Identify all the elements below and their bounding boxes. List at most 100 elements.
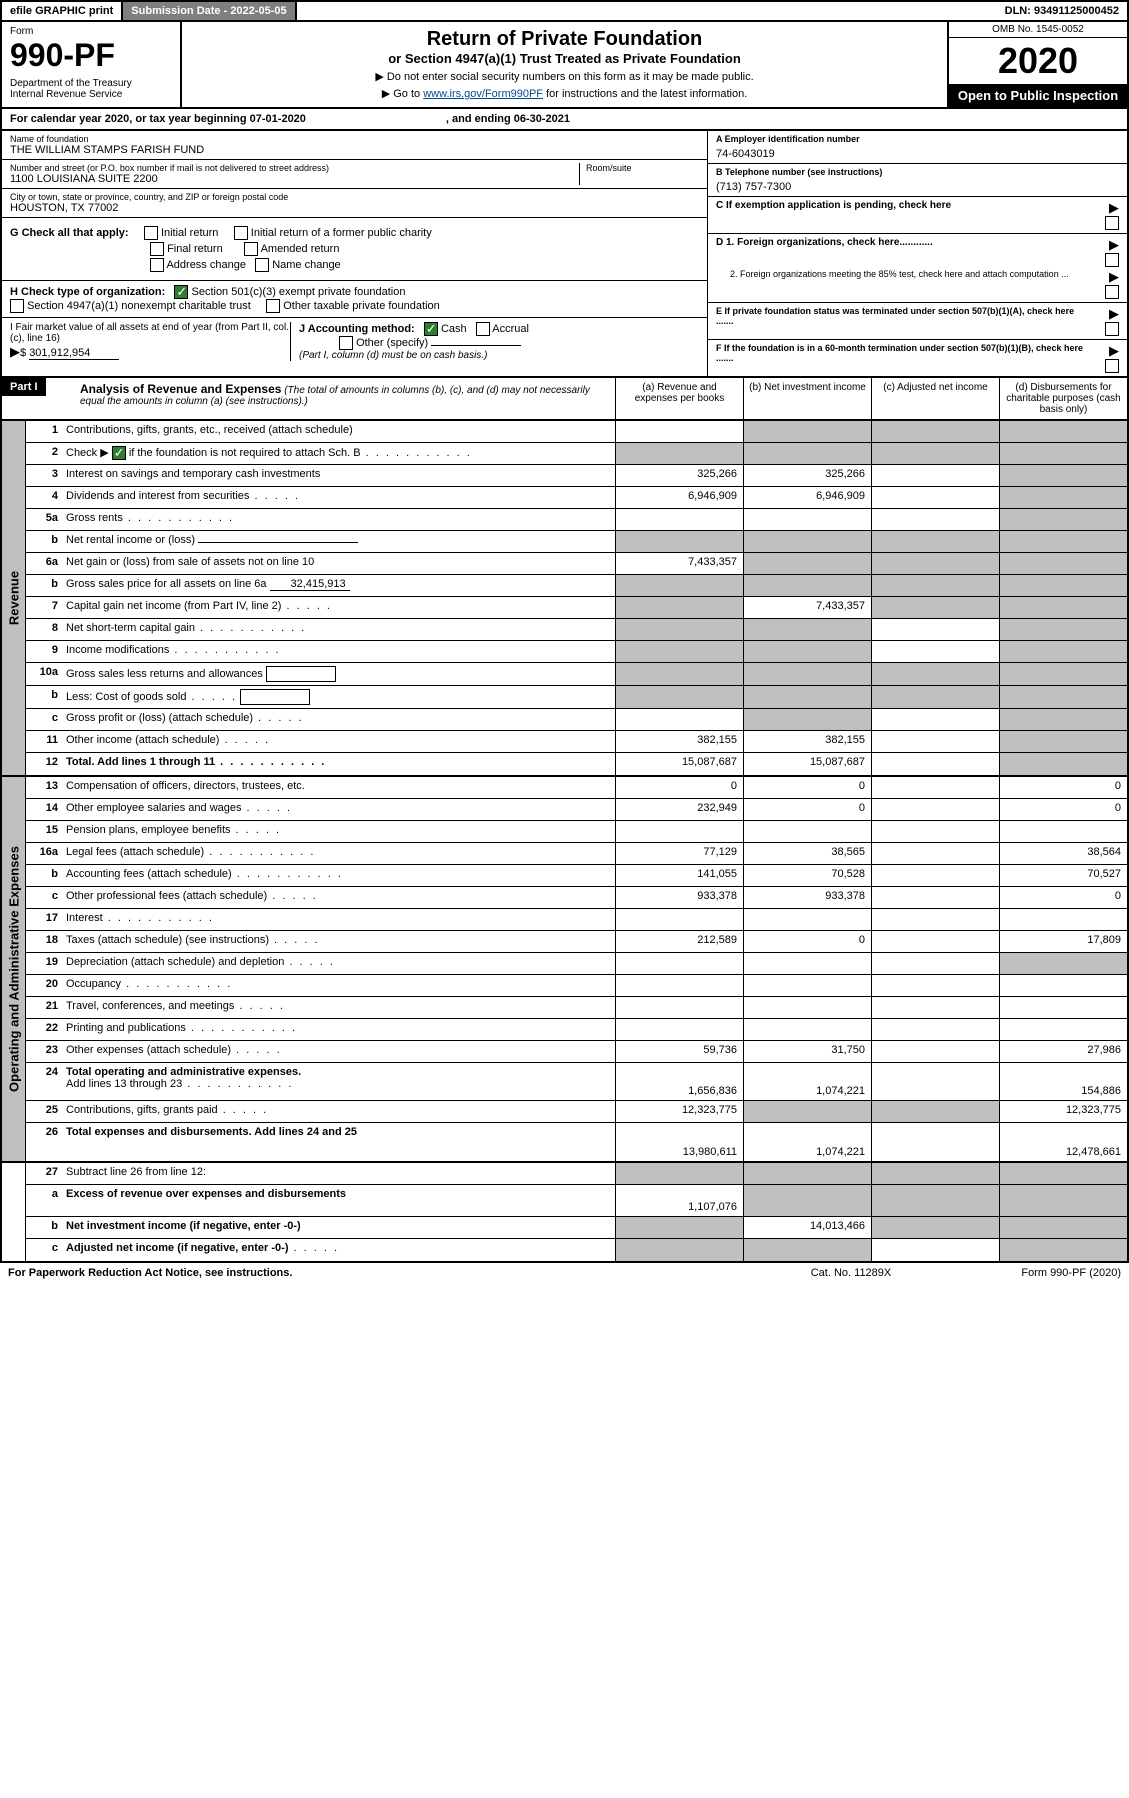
row-12: 12Total. Add lines 1 through 1115,087,68…	[26, 753, 1127, 775]
row-18: 18Taxes (attach schedule) (see instructi…	[26, 931, 1127, 953]
revenue-side-label: Revenue	[2, 421, 26, 775]
row-14: 14Other employee salaries and wages232,9…	[26, 799, 1127, 821]
initial-former-checkbox[interactable]	[234, 226, 248, 240]
instructions-link[interactable]: www.irs.gov/Form990PF	[423, 88, 543, 100]
row-24: 24Total operating and administrative exp…	[26, 1063, 1127, 1101]
row-2: 2Check ▶ if the foundation is not requir…	[26, 443, 1127, 465]
row-13: 13Compensation of officers, directors, t…	[26, 777, 1127, 799]
note-2: ▶ Go to www.irs.gov/Form990PF for instru…	[188, 87, 941, 100]
section-h: H Check type of organization: Section 50…	[2, 281, 707, 318]
status-terminated-checkbox[interactable]	[1105, 322, 1119, 336]
foreign-org-checkbox[interactable]	[1105, 253, 1119, 267]
header-left: Form 990-PF Department of the Treasury I…	[2, 22, 182, 107]
row-27: 27Subtract line 26 from line 12:	[26, 1163, 1127, 1185]
cash-checkbox[interactable]	[424, 322, 438, 336]
page-footer: For Paperwork Reduction Act Notice, see …	[0, 1263, 1129, 1283]
section-e: E If private foundation status was termi…	[708, 303, 1127, 340]
row-9: 9Income modifications	[26, 641, 1127, 663]
foreign-85-checkbox[interactable]	[1105, 285, 1119, 299]
row-16b: bAccounting fees (attach schedule)141,05…	[26, 865, 1127, 887]
row-7: 7Capital gain net income (from Part IV, …	[26, 597, 1127, 619]
other-method-checkbox[interactable]	[339, 336, 353, 350]
row-20: 20Occupancy	[26, 975, 1127, 997]
footer-center: Cat. No. 11289X	[761, 1267, 941, 1279]
open-inspection: Open to Public Inspection	[949, 84, 1127, 107]
tax-year: 2020	[949, 38, 1127, 84]
col-a-header: (a) Revenue and expenses per books	[615, 378, 743, 419]
omb-number: OMB No. 1545-0052	[949, 22, 1127, 38]
501c3-checkbox[interactable]	[174, 285, 188, 299]
row-1: 1Contributions, gifts, grants, etc., rec…	[26, 421, 1127, 443]
row-10a: 10aGross sales less returns and allowanc…	[26, 663, 1127, 686]
sch-b-checkbox[interactable]	[112, 446, 126, 460]
row-10b: bLess: Cost of goods sold	[26, 686, 1127, 709]
spacer	[297, 2, 997, 20]
row-15: 15Pension plans, employee benefits	[26, 821, 1127, 843]
submission-date: Submission Date - 2022-05-05	[123, 2, 296, 20]
form-number: 990-PF	[10, 37, 172, 74]
foundation-name-row: Name of foundation THE WILLIAM STAMPS FA…	[2, 131, 707, 160]
row-23: 23Other expenses (attach schedule)59,736…	[26, 1041, 1127, 1063]
part1-header: Part I Analysis of Revenue and Expenses …	[0, 378, 1129, 421]
section-i-j: I Fair market value of all assets at end…	[2, 318, 707, 365]
part1-badge: Part I	[2, 378, 46, 396]
final-return-checkbox[interactable]	[150, 242, 164, 256]
section-g: G Check all that apply: Initial return I…	[2, 218, 707, 281]
calendar-end: , and ending 06-30-2021	[446, 113, 570, 125]
row-16a: 16aLegal fees (attach schedule)77,12938,…	[26, 843, 1127, 865]
row-21: 21Travel, conferences, and meetings	[26, 997, 1127, 1019]
section-c: C If exemption application is pending, c…	[708, 197, 1127, 234]
form-header: Form 990-PF Department of the Treasury I…	[0, 22, 1129, 109]
other-taxable-checkbox[interactable]	[266, 299, 280, 313]
row-26: 26Total expenses and disbursements. Add …	[26, 1123, 1127, 1161]
col-b-header: (b) Net investment income	[743, 378, 871, 419]
row-6b: bGross sales price for all assets on lin…	[26, 575, 1127, 597]
phone-row: B Telephone number (see instructions) (7…	[708, 164, 1127, 197]
row-16c: cOther professional fees (attach schedul…	[26, 887, 1127, 909]
row-10c: cGross profit or (loss) (attach schedule…	[26, 709, 1127, 731]
col-d-header: (d) Disbursements for charitable purpose…	[999, 378, 1127, 419]
summary-section: 27Subtract line 26 from line 12: aExcess…	[0, 1163, 1129, 1263]
efile-label[interactable]: efile GRAPHIC print	[2, 2, 123, 20]
header-center: Return of Private Foundation or Section …	[182, 22, 947, 107]
row-19: 19Depreciation (attach schedule) and dep…	[26, 953, 1127, 975]
form-title: Return of Private Foundation	[188, 28, 941, 51]
amended-return-checkbox[interactable]	[244, 242, 258, 256]
revenue-section: Revenue 1Contributions, gifts, grants, e…	[0, 421, 1129, 777]
60-month-checkbox[interactable]	[1105, 359, 1119, 373]
header-right: OMB No. 1545-0052 2020 Open to Public In…	[947, 22, 1127, 107]
row-6a: 6aNet gain or (loss) from sale of assets…	[26, 553, 1127, 575]
row-11: 11Other income (attach schedule)382,1553…	[26, 731, 1127, 753]
row-4: 4Dividends and interest from securities6…	[26, 487, 1127, 509]
info-grid: Name of foundation THE WILLIAM STAMPS FA…	[0, 131, 1129, 378]
name-change-checkbox[interactable]	[255, 258, 269, 272]
form-subtitle: or Section 4947(a)(1) Trust Treated as P…	[188, 51, 941, 66]
dept-label: Department of the Treasury Internal Reve…	[10, 78, 172, 100]
accrual-checkbox[interactable]	[476, 322, 490, 336]
row-27c: cAdjusted net income (if negative, enter…	[26, 1239, 1127, 1261]
calendar-year-row: For calendar year 2020, or tax year begi…	[0, 109, 1129, 131]
top-bar: efile GRAPHIC print Submission Date - 20…	[0, 0, 1129, 22]
row-5a: 5aGross rents	[26, 509, 1127, 531]
address-row: Number and street (or P.O. box number if…	[2, 160, 707, 189]
row-27b: bNet investment income (if negative, ent…	[26, 1217, 1127, 1239]
footer-left: For Paperwork Reduction Act Notice, see …	[8, 1267, 761, 1279]
info-left: Name of foundation THE WILLIAM STAMPS FA…	[2, 131, 707, 376]
dln-label: DLN: 93491125000452	[997, 2, 1127, 20]
section-d: D 1. Foreign organizations, check here..…	[708, 234, 1127, 303]
footer-right: Form 990-PF (2020)	[941, 1267, 1121, 1279]
city-row: City or town, state or province, country…	[2, 189, 707, 218]
row-17: 17Interest	[26, 909, 1127, 931]
section-f: F If the foundation is in a 60-month ter…	[708, 340, 1127, 376]
4947-checkbox[interactable]	[10, 299, 24, 313]
form-label: Form	[10, 26, 172, 37]
row-22: 22Printing and publications	[26, 1019, 1127, 1041]
col-c-header: (c) Adjusted net income	[871, 378, 999, 419]
row-25: 25Contributions, gifts, grants paid12,32…	[26, 1101, 1127, 1123]
info-right: A Employer identification number 74-6043…	[707, 131, 1127, 376]
initial-return-checkbox[interactable]	[144, 226, 158, 240]
row-5b: bNet rental income or (loss)	[26, 531, 1127, 553]
exemption-pending-checkbox[interactable]	[1105, 216, 1119, 230]
address-change-checkbox[interactable]	[150, 258, 164, 272]
row-27a: aExcess of revenue over expenses and dis…	[26, 1185, 1127, 1217]
